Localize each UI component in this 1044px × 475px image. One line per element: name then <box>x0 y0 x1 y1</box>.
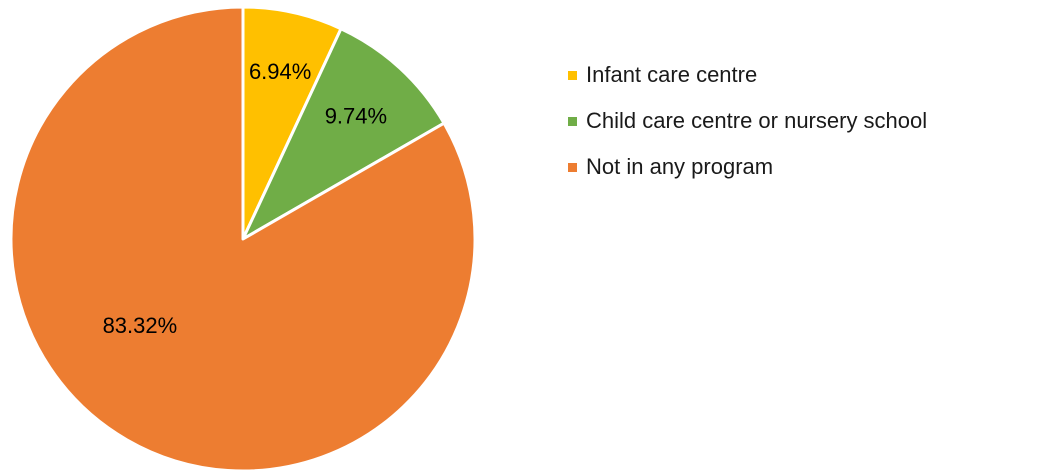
pie-slices <box>9 5 477 473</box>
legend-label-infant-care-centre: Infant care centre <box>586 62 758 87</box>
pie-slice-not-in-any-program <box>9 5 477 473</box>
pie-data-labels: 6.94% 9.74% 83.32% <box>103 59 388 338</box>
legend-swatch-infant-care-centre <box>568 70 577 80</box>
legend-item-infant-care-centre: Infant care centre <box>568 52 927 98</box>
legend-label-not-in-any-program: Not in any program <box>586 154 774 179</box>
legend-item-not-in-any-program: Not in any program <box>568 144 927 190</box>
legend-swatch-not-in-any-program <box>568 162 577 172</box>
legend-swatch-child-care-centre <box>568 116 577 126</box>
legend-label-child-care-centre: Child care centre or nursery school <box>586 108 928 133</box>
data-label-child-care-centre-or-nursery-school: 9.74% <box>325 103 387 128</box>
pie-slice-child-care-centre-or-nursery-school <box>241 27 446 241</box>
legend-item-child-care-centre: Child care centre or nursery school <box>568 98 927 144</box>
data-label-not-in-any-program: 83.32% <box>103 313 178 338</box>
data-label-infant-care-centre: 6.94% <box>249 59 311 84</box>
chart-legend: Infant care centre Child care centre or … <box>568 52 927 190</box>
